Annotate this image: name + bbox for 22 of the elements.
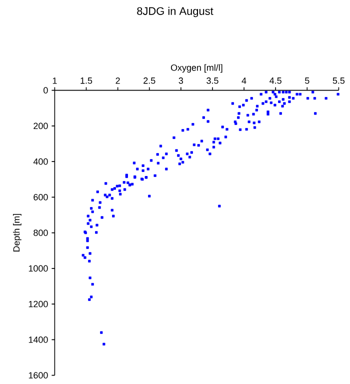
y-tick-label: 600 <box>34 194 48 200</box>
y-tick-label: 1600 <box>28 372 48 378</box>
x-tick-label: 1.5 <box>80 78 92 84</box>
x-tick-label: 5 <box>305 78 310 84</box>
y-tick-label: 1200 <box>28 300 48 308</box>
x-axis-title: Oxygen [ml/l] <box>170 64 222 73</box>
x-tick-label: 4.5 <box>270 78 282 84</box>
y-tick-label: 200 <box>34 122 48 130</box>
x-tick-label: 3.5 <box>206 77 218 84</box>
y-tick-label: 0 <box>44 87 48 94</box>
x-tick-label: 1 <box>52 78 57 84</box>
y-axis-title: Depth [m] <box>13 214 22 252</box>
x-tick-label: 3 <box>178 77 184 84</box>
x-tick-label: 2.5 <box>144 77 156 84</box>
chart-title: 8JDG in August <box>137 6 214 18</box>
y-tick-label: 400 <box>33 158 48 165</box>
y-tick-label: 1400 <box>28 336 48 343</box>
x-tick-label: 2 <box>116 78 120 84</box>
y-tick-label: 800 <box>34 230 48 236</box>
x-tick-label: 4 <box>242 78 246 84</box>
y-tick-label: 1000 <box>28 265 48 272</box>
x-tick-label: 5.5 <box>332 78 345 84</box>
